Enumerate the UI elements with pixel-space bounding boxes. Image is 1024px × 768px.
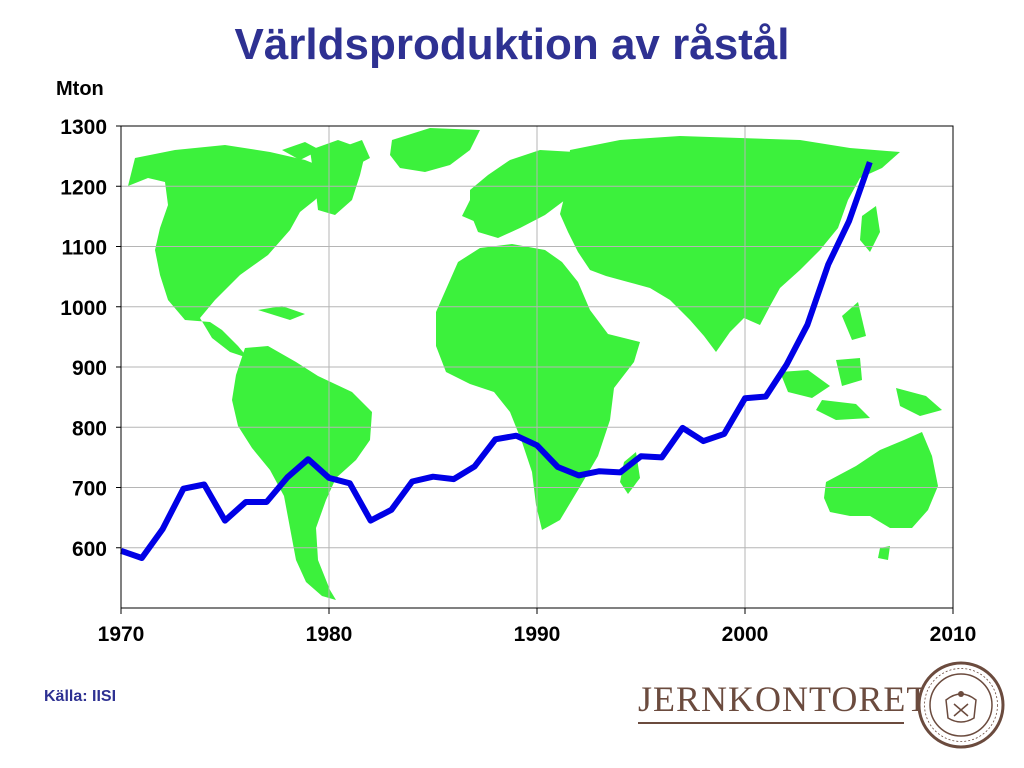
x-tick-label: 2010 <box>930 623 977 646</box>
y-tick-label: 1300 <box>60 116 107 139</box>
chart-title: Världsproduktion av råstål <box>234 20 790 69</box>
source-note: Källa: IISI <box>44 688 117 705</box>
world-map-background <box>128 128 942 600</box>
x-tick-label: 2000 <box>722 623 769 646</box>
y-tick-label: 1100 <box>61 237 107 260</box>
gridlines <box>120 125 954 608</box>
plot-frame <box>120 125 954 609</box>
y-tick-label: 900 <box>72 357 107 380</box>
logo-wordmark: JERNKONTORET <box>638 679 930 719</box>
y-tick-label: 700 <box>72 478 107 501</box>
x-tick-label: 1980 <box>306 623 353 646</box>
x-tick-label: 1990 <box>514 623 561 646</box>
logo-underline <box>638 722 904 724</box>
y-axis-unit-label: Mton <box>56 78 104 100</box>
y-tick-label: 600 <box>72 538 107 561</box>
y-tick-label: 1000 <box>60 297 107 320</box>
y-tick-label: 1200 <box>60 176 107 199</box>
jernkontoret-logo: JERNKONTORET <box>632 660 1008 755</box>
seal-icon <box>917 661 1005 749</box>
x-tick-label: 1970 <box>98 623 145 646</box>
y-tick-label: 800 <box>72 417 107 440</box>
series-group <box>120 161 873 561</box>
axes <box>116 125 954 614</box>
y-tick-labels: 600 700 800 900 1000 1100 1200 1300 <box>60 116 107 561</box>
x-tick-labels: 1970 1980 1990 2000 2010 <box>98 623 977 646</box>
line-chart: 600 700 800 900 1000 1100 1200 1300 1970 1980 199… <box>60 116 977 646</box>
